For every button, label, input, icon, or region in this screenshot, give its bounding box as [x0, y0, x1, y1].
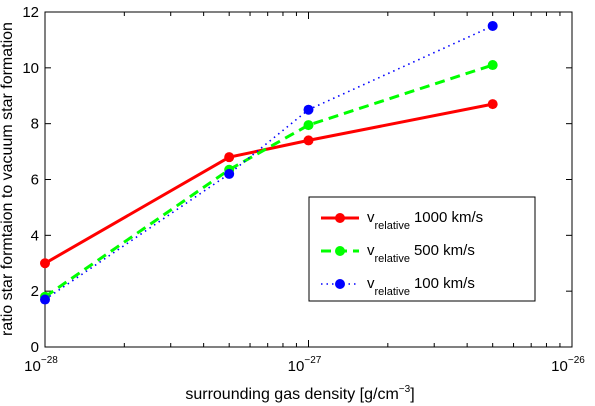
data-point — [224, 152, 235, 163]
y-tick-label: 0 — [31, 339, 39, 356]
x-tick-label: 10−28 — [24, 355, 58, 375]
data-point — [40, 258, 50, 269]
legend-entry: vrelative 100 km/s — [367, 275, 475, 298]
data-point — [303, 104, 314, 115]
y-tick-label: 12 — [22, 4, 39, 21]
x-tick-label: 10−27 — [288, 355, 322, 375]
y-axis-label: ratio star formtaion to vacuum star form… — [0, 22, 16, 336]
axes: 0 2 4 6 8 10 12 10−28 10−27 10−26 — [22, 4, 585, 375]
legend-marker — [335, 246, 345, 256]
data-point — [487, 20, 498, 31]
series-line-0 — [44, 102, 493, 265]
y-tick-label: 8 — [31, 116, 39, 133]
legend-entry: vrelative 1000 km/s — [367, 209, 483, 232]
axis-labels: surrounding gas density [g/cm−3] ratio s… — [0, 22, 415, 403]
series-line-2 — [44, 25, 494, 301]
x-tick-label: 10−26 — [551, 355, 585, 375]
data-point — [303, 120, 314, 131]
data-point — [303, 135, 314, 146]
data-point — [487, 99, 498, 110]
legend-entry: vrelative 500 km/s — [367, 242, 475, 265]
data-point — [40, 294, 50, 305]
y-tick-label: 4 — [31, 227, 39, 244]
y-tick-label: 10 — [22, 60, 39, 77]
legend-marker — [335, 213, 345, 223]
y-tick-label: 6 — [31, 172, 39, 189]
legend-box — [308, 196, 536, 302]
x-axis-label: surrounding gas density [g/cm−3] — [185, 384, 414, 403]
legend: vrelative 1000 km/s vrelative 500 km/s vrela… — [308, 196, 536, 302]
data-point — [224, 168, 235, 179]
data-point — [487, 60, 498, 71]
legend-marker — [335, 279, 345, 289]
series-layer — [40, 20, 498, 305]
y-tick-label: 2 — [31, 283, 39, 300]
